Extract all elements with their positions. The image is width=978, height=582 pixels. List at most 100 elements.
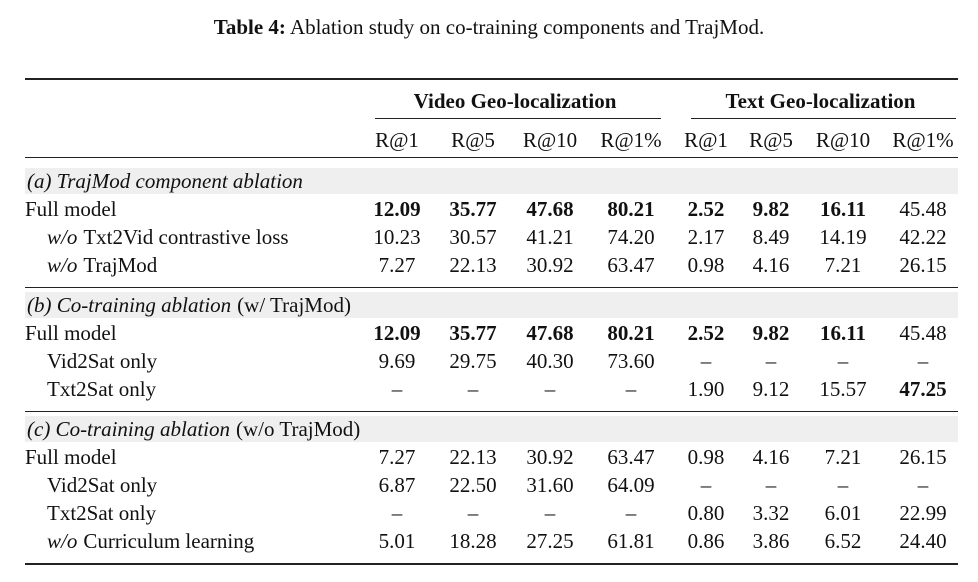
cell: 18.28 [449,529,497,553]
cell: 9.69 [378,349,416,373]
cell: 15.57 [819,377,867,401]
section-band [25,168,958,194]
caption-text: Ablation study on co-training components… [290,15,765,39]
cell: 22.13 [449,253,497,277]
column-header: R@1 [684,128,728,152]
column-header: R@5 [749,128,793,152]
cell: 0.98 [687,445,725,469]
cell: 2.17 [687,225,725,249]
rule [25,287,958,288]
row-label-text: Txt2Sat only [47,377,157,401]
cell: 0.98 [687,253,725,277]
section-title-italic: (a) TrajMod component ablation [27,169,303,193]
cell: – [391,377,403,401]
cell: 14.19 [819,225,867,249]
cell: 4.16 [752,253,790,277]
rule [375,118,661,119]
cell: 3.86 [752,529,790,553]
cell: 7.21 [824,253,862,277]
column-header: R@1% [892,128,954,152]
section-title-italic: (c) Co-training ablation [27,417,230,441]
section-title-plain: (w/ TrajMod) [237,293,351,317]
cell: 7.27 [378,253,416,277]
row-label: Full model [25,444,117,470]
cell: – [837,473,849,497]
row-label-italic: w/o [47,529,78,553]
cell: 61.81 [607,529,655,553]
column-header: R@10 [522,128,578,152]
cell: 7.21 [824,445,862,469]
cell: – [837,349,849,373]
column-header: R@1 [375,128,419,152]
cell: 0.86 [687,529,725,553]
row-label: Full model [25,320,117,346]
cell: 3.32 [752,501,790,525]
cell: 26.15 [899,253,947,277]
cell: 42.22 [899,225,947,249]
column-header: R@1% [600,128,662,152]
cell: 27.25 [526,529,574,553]
rule [25,563,958,565]
cell: 4.16 [752,445,790,469]
cell: 2.52 [687,197,725,221]
section-title-italic: (b) Co-training ablation [27,293,232,317]
column-header: R@10 [815,128,871,152]
cell: 80.21 [607,197,655,221]
row-label-text: Vid2Sat only [47,349,158,373]
row-label-italic: w/o [47,225,78,249]
cell: – [700,473,712,497]
cell: 2.52 [687,321,725,345]
cell: 35.77 [449,197,497,221]
section-band [25,416,958,442]
section-title: (c) Co-training ablation (w/o TrajMod) [27,416,360,442]
rule [691,118,956,119]
row-label: w/o TrajMod [47,252,157,278]
cell: – [625,377,637,401]
cell: 22.13 [449,445,497,469]
rule [25,78,958,80]
caption: Table 4: Ablation study on co-training c… [0,14,978,40]
caption-label: Table 4: [213,15,286,39]
cell: – [391,501,403,525]
cell: – [765,349,777,373]
row-label: Vid2Sat only [47,348,157,374]
cell: – [544,501,556,525]
cell: 16.11 [819,321,867,345]
row-label: Txt2Sat only [47,376,156,402]
rule [25,411,958,412]
row-label-text: Full model [25,197,117,221]
cell: 6.01 [824,501,862,525]
row-label: w/o Curriculum learning [47,528,254,554]
section-title-plain: (w/o TrajMod) [236,417,361,441]
cell: 9.12 [752,377,790,401]
cell: 26.15 [899,445,947,469]
cell: – [467,377,479,401]
cell: – [467,501,479,525]
cell: 9.82 [752,321,790,345]
group-header: Text Geo-localization [725,89,916,113]
section-title: (b) Co-training ablation (w/ TrajMod) [27,292,351,318]
section-title: (a) TrajMod component ablation [27,168,303,194]
cell: 63.47 [607,253,655,277]
cell: 45.48 [899,321,947,345]
row-label: Full model [25,196,117,222]
cell: 0.80 [687,501,725,525]
cell: 80.21 [607,321,655,345]
cell: 1.90 [687,377,725,401]
cell: 73.60 [607,349,655,373]
row-label: Vid2Sat only [47,472,157,498]
cell: 22.99 [899,501,947,525]
cell: 47.68 [526,197,574,221]
group-header: Video Geo-localization [413,89,617,113]
cell: 47.25 [899,377,947,401]
row-label-italic: w/o [47,253,78,277]
row-label-text: Full model [25,445,117,469]
rule [25,157,958,158]
cell: 24.40 [899,529,947,553]
cell: 30.57 [449,225,497,249]
row-label-text: TrajMod [83,253,158,277]
cell: 30.92 [526,253,574,277]
cell: 30.92 [526,445,574,469]
cell: 6.52 [824,529,862,553]
row-label: Txt2Sat only [47,500,156,526]
